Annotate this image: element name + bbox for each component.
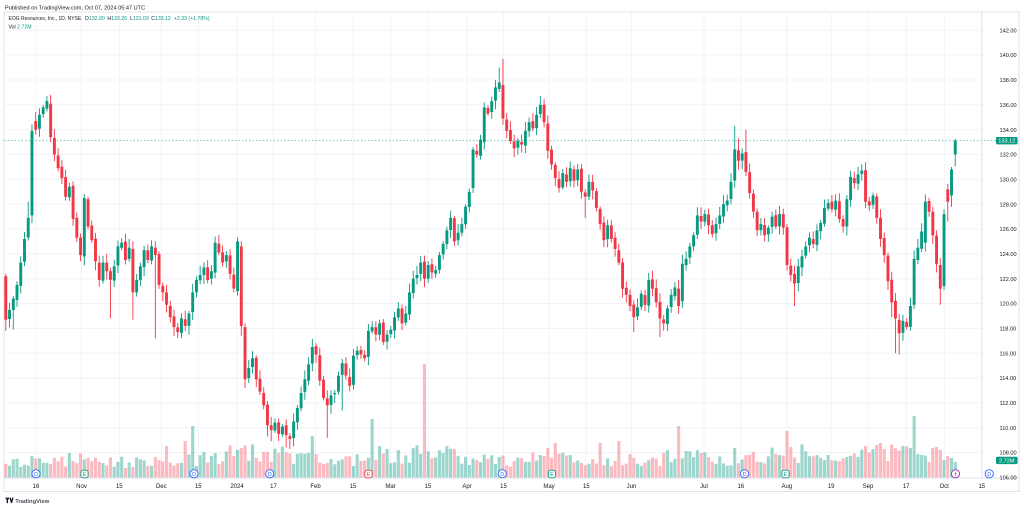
svg-text:126.00: 126.00 — [1000, 227, 1017, 233]
svg-text:O132.00: O132.00 — [85, 16, 105, 22]
svg-text:124.00: 124.00 — [1000, 252, 1017, 258]
svg-text:Nov: Nov — [76, 484, 87, 490]
svg-text:15: 15 — [116, 484, 123, 490]
svg-text:Sep: Sep — [863, 484, 874, 490]
svg-text:E: E — [83, 472, 87, 478]
svg-text:136.00: 136.00 — [1000, 103, 1017, 109]
svg-text:Apr: Apr — [462, 484, 471, 490]
svg-text:D: D — [192, 472, 196, 478]
svg-text:D: D — [268, 472, 272, 478]
svg-text:E: E — [367, 472, 371, 478]
svg-text:128.00: 128.00 — [1000, 202, 1017, 208]
svg-text:Oct: Oct — [940, 484, 950, 490]
svg-text:133.12: 133.12 — [998, 139, 1015, 145]
svg-text:D: D — [987, 472, 991, 478]
svg-text:Dec: Dec — [156, 484, 167, 490]
svg-text:C133.12: C133.12 — [151, 16, 171, 22]
svg-text:E: E — [550, 472, 554, 478]
svg-text:142.00: 142.00 — [1000, 28, 1017, 34]
svg-text:2.72M: 2.72M — [999, 458, 1015, 464]
svg-text:16: 16 — [33, 484, 40, 490]
svg-text:Jun: Jun — [627, 484, 637, 490]
svg-text:May: May — [543, 484, 554, 490]
svg-text:116.00: 116.00 — [1000, 351, 1017, 357]
svg-text:120.00: 120.00 — [1000, 302, 1017, 308]
svg-text:138.00: 138.00 — [1000, 78, 1017, 84]
svg-text:15: 15 — [583, 484, 590, 490]
svg-text:D: D — [500, 472, 504, 478]
svg-text:134.00: 134.00 — [1000, 128, 1017, 134]
svg-text:15: 15 — [978, 484, 985, 490]
svg-text:112.00: 112.00 — [1000, 401, 1017, 407]
svg-text:L131.03: L131.03 — [130, 16, 149, 22]
svg-text:15: 15 — [425, 484, 432, 490]
svg-text:17: 17 — [270, 484, 277, 490]
svg-text:17: 17 — [903, 484, 910, 490]
svg-text:Published on TradingView.com,: Published on TradingView.com, Oct 07, 20… — [5, 6, 145, 12]
svg-text:118.00: 118.00 — [1000, 327, 1017, 333]
svg-text:Feb: Feb — [310, 484, 321, 490]
svg-text:D: D — [34, 472, 38, 478]
svg-text:E: E — [784, 472, 788, 478]
svg-text:130.00: 130.00 — [1000, 177, 1017, 183]
svg-text:D: D — [743, 472, 747, 478]
svg-text:TradingView: TradingView — [15, 499, 50, 505]
svg-text:140.00: 140.00 — [1000, 53, 1017, 59]
svg-text:15: 15 — [350, 484, 357, 490]
svg-text:122.00: 122.00 — [1000, 277, 1017, 283]
svg-text:114.00: 114.00 — [1000, 376, 1017, 382]
svg-text:2024: 2024 — [230, 484, 244, 490]
svg-text:EOG Resources, Inc., 1D, NYSE: EOG Resources, Inc., 1D, NYSE — [9, 16, 82, 22]
svg-text:16: 16 — [737, 484, 744, 490]
svg-text:132.00: 132.00 — [1000, 153, 1017, 159]
svg-text:108.00: 108.00 — [1000, 451, 1017, 457]
svg-text:106.00: 106.00 — [1000, 476, 1017, 482]
svg-text:110.00: 110.00 — [1000, 426, 1017, 432]
svg-text:Vol 2.72M: Vol 2.72M — [9, 24, 32, 30]
svg-text:15: 15 — [500, 484, 507, 490]
svg-text:H133.26: H133.26 — [107, 16, 127, 22]
svg-text:19: 19 — [828, 484, 835, 490]
svg-text:Jul: Jul — [700, 484, 708, 490]
svg-text:Aug: Aug — [781, 484, 792, 490]
svg-text:+2.33 (+1.78%): +2.33 (+1.78%) — [174, 16, 210, 22]
svg-text:15: 15 — [195, 484, 202, 490]
svg-text:Mar: Mar — [385, 484, 395, 490]
